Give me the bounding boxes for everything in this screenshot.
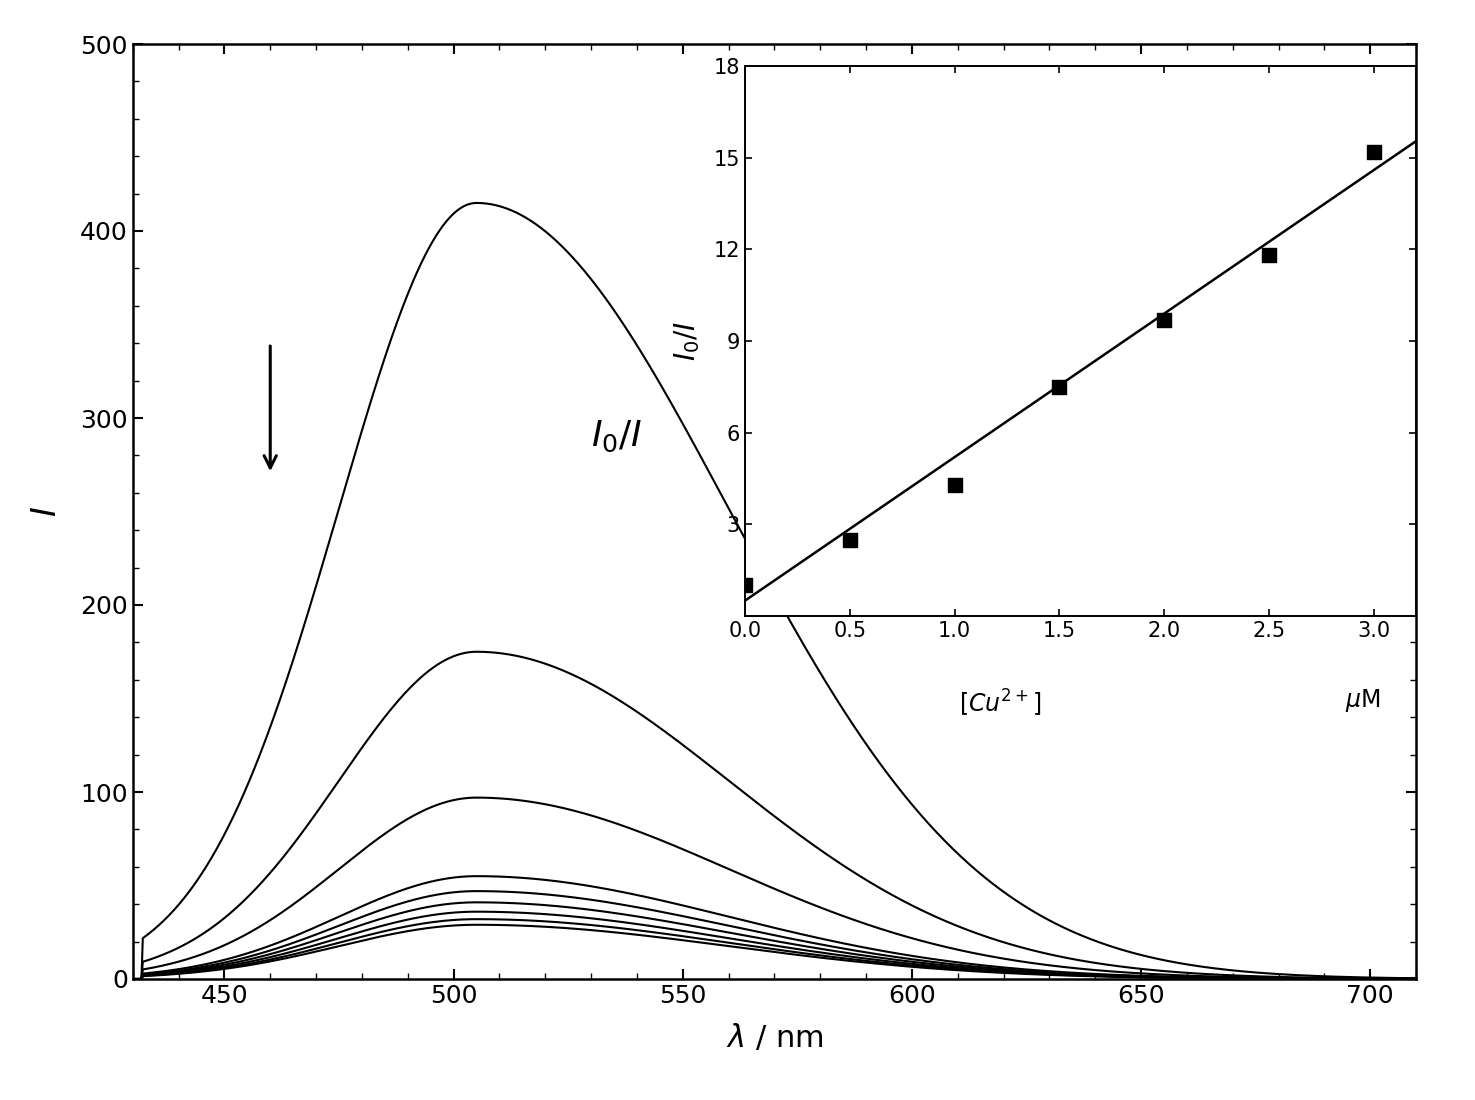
X-axis label: $\lambda$ / nm: $\lambda$ / nm (726, 1022, 823, 1053)
Point (1363, 143, 1386, 161)
Text: $I_0/I$: $I_0/I$ (591, 419, 643, 454)
Point (733, 576, 757, 594)
Text: $[Cu^{2+}]$: $[Cu^{2+}]$ (959, 688, 1041, 718)
Text: $\mu$M: $\mu$M (1345, 688, 1381, 715)
Point (943, 476, 966, 494)
Point (838, 531, 861, 549)
Point (1257, 246, 1280, 264)
Y-axis label: $I$: $I$ (31, 506, 63, 517)
Point (1047, 378, 1071, 396)
Point (1152, 311, 1176, 329)
Y-axis label: $I_0/I$: $I_0/I$ (673, 321, 702, 361)
